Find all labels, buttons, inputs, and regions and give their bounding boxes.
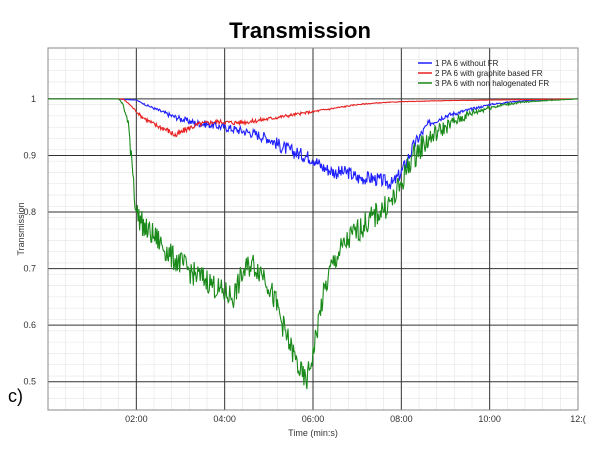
series-line-2 xyxy=(48,98,578,138)
x-tick-labels: 02:00 04:00 06:00 08:00 10:00 12:( xyxy=(125,414,586,424)
x-tick-label: 02:00 xyxy=(125,414,148,424)
y-tick-label: 0.8 xyxy=(23,207,36,217)
x-tick-label: 08:00 xyxy=(390,414,413,424)
legend-entry-1: 1 PA 6 without FR xyxy=(435,59,499,68)
y-tick-label: 0.7 xyxy=(23,264,36,274)
x-tick-label: 12:( xyxy=(570,414,586,424)
y-axis-label: Transmission xyxy=(16,202,26,255)
x-tick-label: 04:00 xyxy=(213,414,236,424)
y-tick-label: 1 xyxy=(31,94,36,104)
x-tick-label: 06:00 xyxy=(302,414,325,424)
y-tick-label: 0.5 xyxy=(23,377,36,387)
plot-frame xyxy=(47,47,579,411)
x-tick-label: 10:00 xyxy=(478,414,501,424)
y-tick-labels: 0.5 0.6 0.7 0.8 0.9 1 xyxy=(23,94,36,387)
y-tick-label: 0.6 xyxy=(23,320,36,330)
legend-entry-2: 2 PA 6 with graphite based FR xyxy=(435,69,543,78)
series-lines xyxy=(48,98,578,390)
x-axis-label: Time (min:s) xyxy=(288,428,338,438)
legend: 1 PA 6 without FR2 PA 6 with graphite ba… xyxy=(418,59,549,88)
panel-label: c) xyxy=(8,386,23,406)
y-tick-label: 0.9 xyxy=(23,150,36,160)
chart-title: Transmission xyxy=(229,18,371,43)
series-line-3 xyxy=(48,98,578,390)
series-line-1 xyxy=(48,98,578,191)
legend-entry-3: 3 PA 6 with non halogenated FR xyxy=(435,79,549,88)
